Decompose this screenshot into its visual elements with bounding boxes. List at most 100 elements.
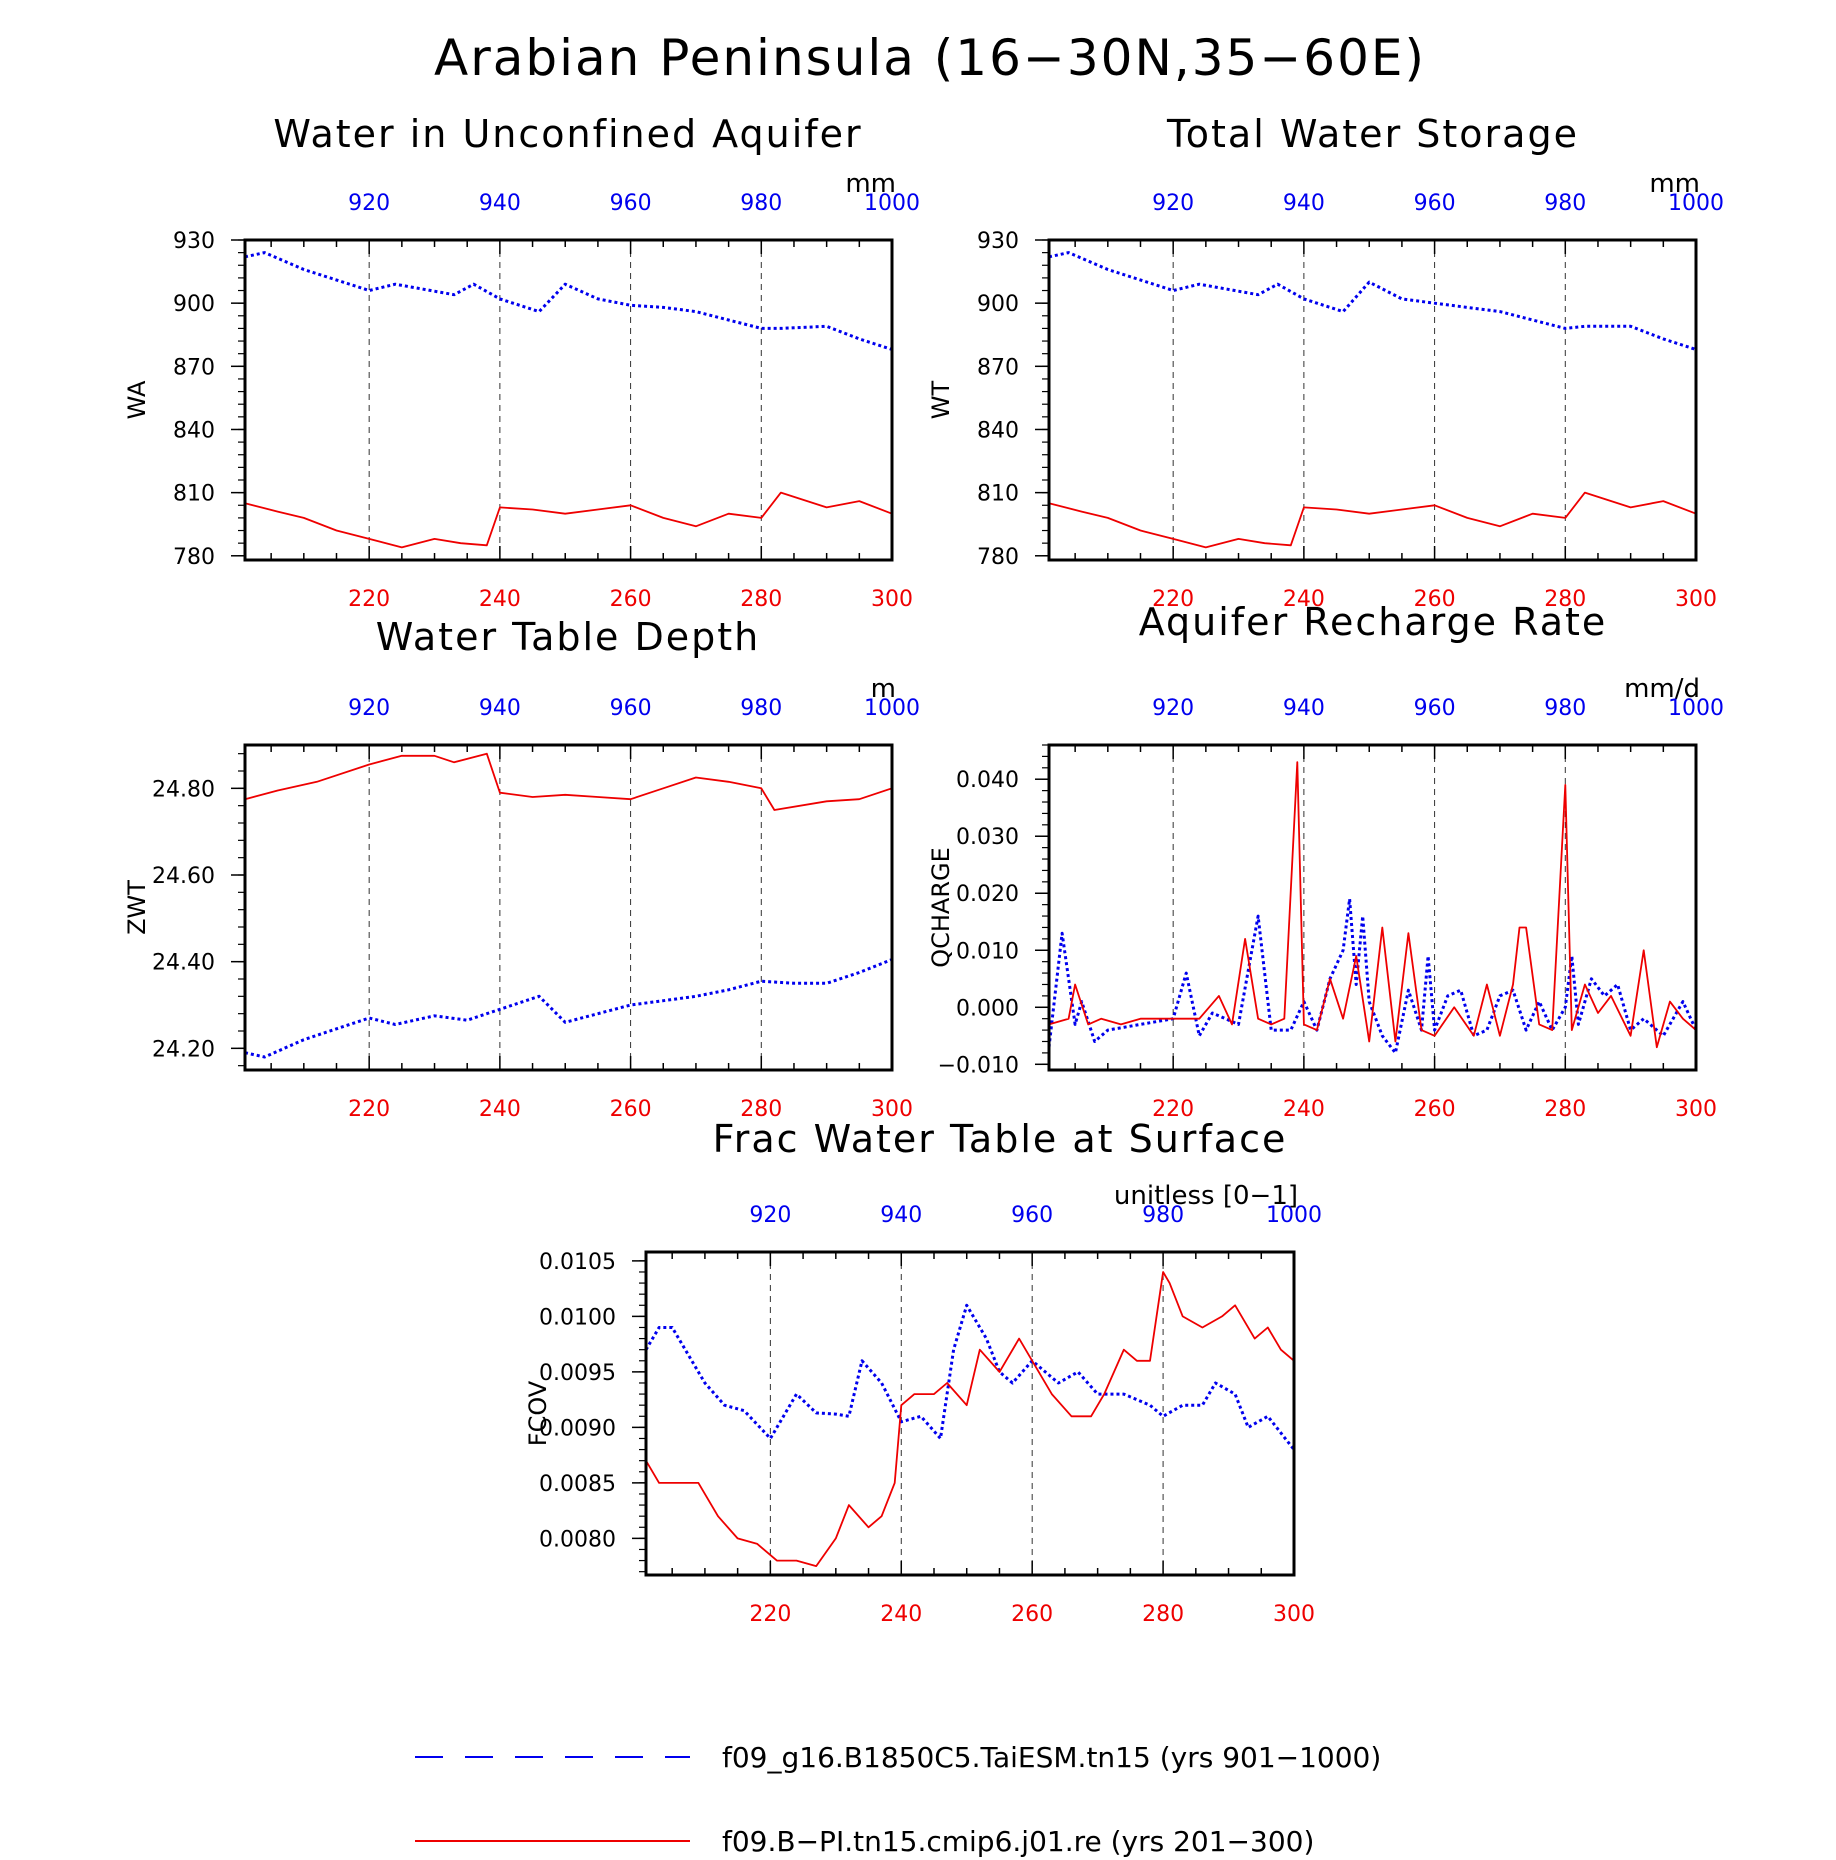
y-tick-label: 0.0080 <box>539 1527 616 1552</box>
panel-title: Frac Water Table at Surface <box>713 1117 1288 1161</box>
series-line-red <box>1048 761 1697 1049</box>
x-top-tick-label: 940 <box>479 696 521 721</box>
series-line-blue <box>1047 897 1698 1055</box>
x-bottom-tick-label: 260 <box>1011 1602 1053 1627</box>
plot-frame <box>1047 743 1698 1072</box>
x-top-tick-label: 940 <box>479 191 521 216</box>
x-top-tick-label: 1000 <box>1668 696 1724 721</box>
legend-label-1: f09_g16.B1850C5.TaiESM.tn15 (yrs 901−100… <box>722 1741 1381 1774</box>
plot-frame <box>1047 238 1698 562</box>
x-bottom-tick-label: 280 <box>1142 1602 1184 1627</box>
x-top-tick-label: 940 <box>1283 191 1325 216</box>
y-tick-label: 0.000 <box>956 996 1019 1021</box>
x-top-tick-label: 940 <box>880 1203 922 1228</box>
series-line-red <box>244 491 893 549</box>
y-tick-label: 0.0100 <box>539 1305 616 1330</box>
chart-panel-2: Total Water Storage mm 930 900 870 840 810 780 9… <box>927 112 1724 612</box>
panel-title: Aquifer Recharge Rate <box>1139 600 1608 644</box>
y-tick-label: 0.010 <box>956 939 1019 964</box>
x-bottom-tick-label: 280 <box>740 587 782 612</box>
figure-title: Arabian Peninsula (16−30N,35−60E) <box>434 29 1426 87</box>
x-top-tick-label: 980 <box>1544 191 1586 216</box>
y-tick-label: 0.0085 <box>539 1472 616 1497</box>
x-top-tick-label: 980 <box>1142 1203 1184 1228</box>
plot-frame <box>644 1250 1296 1577</box>
panels: Water in Unconfined Aquifer mm 930 900 870 84… <box>123 112 1724 1627</box>
y-tick-label: 24.80 <box>152 777 215 802</box>
y-tick-label: 0.0095 <box>539 1361 616 1386</box>
y-axis-label: FCOV <box>524 1380 552 1446</box>
x-bottom-tick-label: 260 <box>1414 1097 1456 1122</box>
x-bottom-tick-label: 300 <box>1675 587 1717 612</box>
panel-title: Total Water Storage <box>1166 112 1579 156</box>
legend-label-2: f09.B−PI.tn15.cmip6.j01.re (yrs 201−300) <box>722 1825 1314 1858</box>
chart-panel-4: Aquifer Recharge Rate mm/d 0.040 0.030 0.020… <box>927 600 1724 1122</box>
x-top-tick-label: 920 <box>1152 696 1194 721</box>
x-top-tick-label: 980 <box>740 696 782 721</box>
panel-title: Water in Unconfined Aquifer <box>273 112 862 156</box>
series-line-blue <box>244 251 893 351</box>
x-bottom-tick-label: 220 <box>1152 587 1194 612</box>
x-top-tick-label: 980 <box>740 191 782 216</box>
y-tick-label: 780 <box>173 545 215 570</box>
x-top-tick-label: 940 <box>1283 696 1325 721</box>
y-tick-label: 0.020 <box>956 882 1019 907</box>
x-bottom-tick-label: 220 <box>348 1097 390 1122</box>
x-bottom-tick-label: 260 <box>610 587 652 612</box>
units-label: m <box>871 674 896 704</box>
plot-frame <box>243 238 894 562</box>
x-bottom-tick-label: 260 <box>610 1097 652 1122</box>
legend: f09_g16.B1850C5.TaiESM.tn15 (yrs 901−100… <box>415 1741 1381 1858</box>
series-line-red <box>645 1271 1295 1567</box>
x-top-tick-label: 960 <box>610 191 652 216</box>
panel-title: Water Table Depth <box>376 615 761 659</box>
x-bottom-tick-label: 220 <box>348 587 390 612</box>
y-tick-label: 900 <box>977 292 1019 317</box>
y-tick-label: −0.010 <box>938 1053 1019 1078</box>
x-top-tick-label: 920 <box>1152 191 1194 216</box>
x-bottom-tick-label: 240 <box>1283 587 1325 612</box>
chart-panel-5: Frac Water Table at Surface unitless [0−1… <box>524 1117 1322 1627</box>
x-top-tick-label: 1000 <box>1266 1203 1322 1228</box>
y-axis-label: WA <box>123 380 151 419</box>
x-bottom-tick-label: 300 <box>1675 1097 1717 1122</box>
y-tick-label: 0.0105 <box>539 1250 616 1275</box>
x-top-tick-label: 920 <box>348 696 390 721</box>
series-line-blue <box>644 1303 1296 1451</box>
x-bottom-tick-label: 260 <box>1414 587 1456 612</box>
x-bottom-tick-label: 240 <box>1283 1097 1325 1122</box>
x-bottom-tick-label: 300 <box>1273 1602 1315 1627</box>
plot-frame <box>243 743 894 1072</box>
x-top-tick-label: 920 <box>749 1203 791 1228</box>
x-bottom-tick-label: 280 <box>1544 587 1586 612</box>
series-line-blue <box>1048 251 1697 351</box>
y-tick-label: 870 <box>977 355 1019 380</box>
chart-panel-3: Water Table Depth m 24.80 24.60 24.40 24.20 92… <box>123 615 920 1122</box>
y-axis-label: WT <box>927 380 955 419</box>
y-tick-label: 0.040 <box>956 768 1019 793</box>
y-tick-label: 24.60 <box>152 864 215 889</box>
y-tick-label: 24.40 <box>152 951 215 976</box>
y-axis-label: ZWT <box>123 880 151 935</box>
x-top-tick-label: 960 <box>1011 1203 1053 1228</box>
series-line-red <box>1048 491 1697 549</box>
x-bottom-tick-label: 280 <box>1544 1097 1586 1122</box>
x-bottom-tick-label: 220 <box>1152 1097 1194 1122</box>
x-top-tick-label: 960 <box>1414 191 1456 216</box>
x-top-tick-label: 1000 <box>864 696 920 721</box>
y-tick-label: 0.0090 <box>539 1416 616 1441</box>
y-tick-label: 780 <box>977 545 1019 570</box>
y-tick-label: 810 <box>173 482 215 507</box>
x-bottom-tick-label: 240 <box>479 1097 521 1122</box>
x-top-tick-label: 1000 <box>864 191 920 216</box>
units-label: mm <box>845 169 896 199</box>
y-tick-label: 870 <box>173 355 215 380</box>
x-top-tick-label: 920 <box>348 191 390 216</box>
units-label: mm/d <box>1624 674 1700 704</box>
x-bottom-tick-label: 300 <box>871 1097 913 1122</box>
y-tick-label: 930 <box>173 229 215 254</box>
units-label: mm <box>1649 169 1700 199</box>
y-tick-label: 930 <box>977 229 1019 254</box>
x-top-tick-label: 960 <box>610 696 652 721</box>
